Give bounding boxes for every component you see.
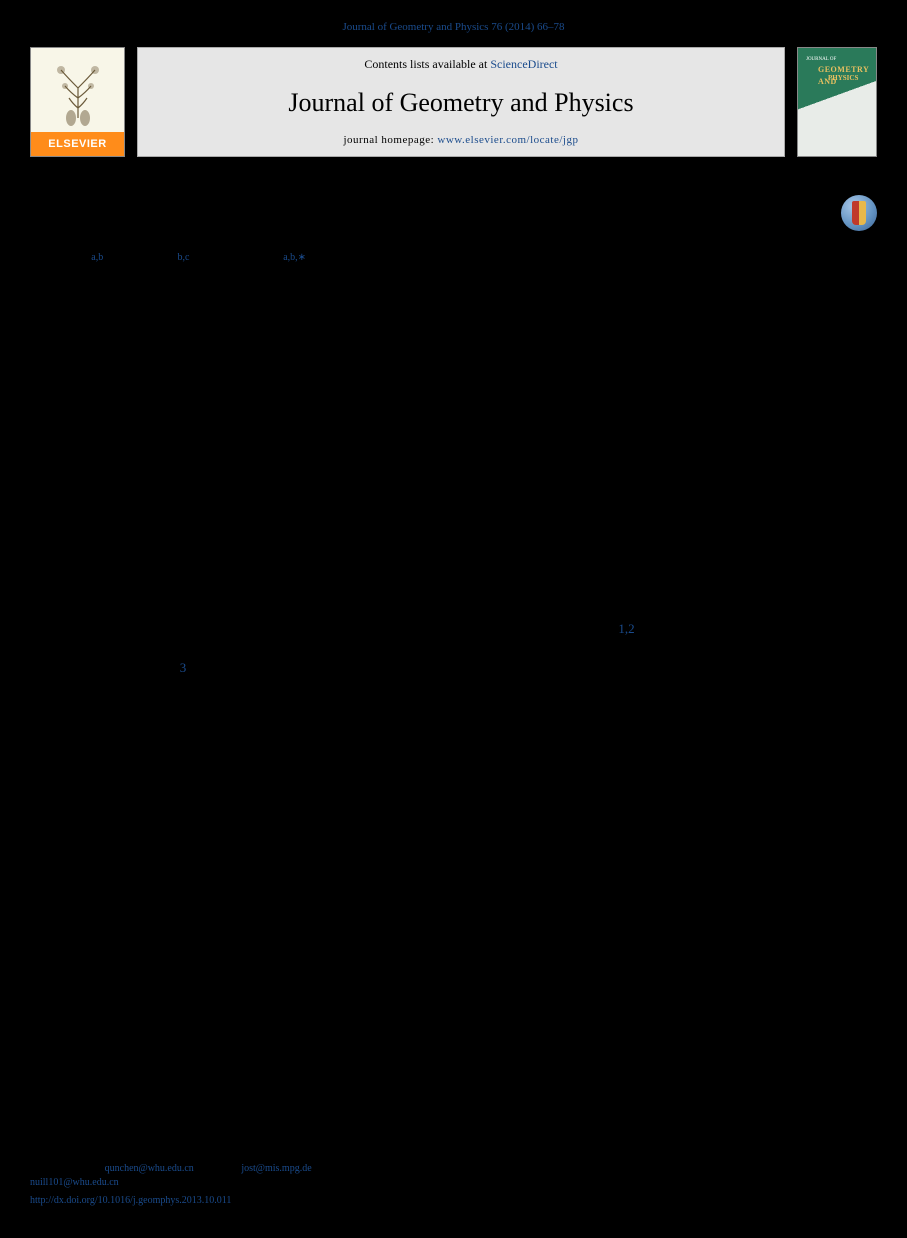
equation-1-2: d T = 0, (− i_V Vol_g)|_{∂M} = 0, div V … — [30, 871, 877, 892]
affiliation-b: b Max Planck Institute for Mathematics i… — [30, 301, 877, 320]
ref-link-1[interactable]: 1,2 — [618, 621, 634, 636]
para-3b: where T is the unique solution of the eq… — [30, 842, 877, 862]
keyword-1: VU-harmonic map — [30, 486, 210, 501]
eq1-lhs: L(u) = — [336, 802, 373, 817]
email-1-who: (Q. Chen), — [194, 1163, 242, 1174]
email-2-who: (J. Jost), — [312, 1163, 348, 1174]
journal-homepage: journal homepage: www.elsevier.com/locat… — [158, 133, 764, 148]
divider-ai1 — [30, 387, 210, 388]
emails-label: E-mail addresses: — [30, 1163, 102, 1174]
journal-header: ELSEVIER Contents lists available at Sci… — [30, 47, 877, 157]
divider-bottom — [30, 560, 877, 561]
author-list: Qun Chena,b, Jürgen Jostb,c, Hongbing Qi… — [30, 251, 877, 273]
p1a: The theory of harmonic maps between Riem… — [50, 621, 619, 636]
received: Received 13 May 2013 — [30, 407, 210, 422]
para-1: The theory of harmonic maps between Riem… — [30, 619, 877, 717]
elsevier-label: ELSEVIER — [48, 137, 106, 156]
cover-line1: JOURNAL OF — [806, 56, 836, 63]
divider-abs — [250, 387, 877, 388]
doi-link[interactable]: http://dx.doi.org/10.1016/j.geomphys.201… — [30, 1195, 231, 1206]
crossmark-icon — [852, 201, 866, 225]
eq1-num: |du|² — [396, 789, 430, 811]
abstract-heading: a b s t r a c t — [250, 368, 877, 383]
article-info: a r t i c l e i n f o Article history: R… — [30, 368, 210, 546]
history-label: Article history: — [30, 392, 210, 407]
eq1-number: (1.1) — [827, 800, 877, 821]
keyword-3: Existence — [30, 516, 210, 531]
author-3-corr[interactable]: ∗ — [298, 252, 306, 263]
article-info-heading: a r t i c l e i n f o — [30, 368, 210, 383]
author-1-aff[interactable]: a,b — [91, 252, 103, 263]
divider-ai2 — [30, 460, 210, 461]
elsevier-logo[interactable]: ELSEVIER — [30, 47, 125, 157]
author-1-name: Qun Chen — [30, 254, 91, 270]
crossmark-badge[interactable] — [841, 195, 877, 231]
author-3: Hongbing Qiua,b,∗ — [197, 254, 306, 270]
keyword-4: Landau–Lifshitz — [30, 531, 210, 546]
emails-line: E-mail addresses: qunchen@whu.edu.cn (Q.… — [30, 1162, 350, 1190]
equation-1-3: τ_V (u) := τ(u) + du(V) = Tr_g ∇du + du(… — [30, 935, 877, 956]
eq3-body: τ_V (u) := τ(u) + du(V) = Tr_g ∇du + du(… — [30, 935, 827, 956]
para-3c: iV V denotes the interior multiplication… — [30, 902, 877, 925]
sciencedirect-link[interactable]: ScienceDirect — [490, 57, 557, 71]
abstract-block: a b s t r a c t In this paper, we study … — [250, 368, 877, 546]
journal-cover-thumb[interactable]: JOURNAL OF GEOMETRY AND PHYSICS — [797, 47, 877, 157]
doi-block: http://dx.doi.org/10.1016/j.geomphys.201… — [30, 1194, 321, 1220]
journal-name: Journal of Geometry and Physics — [158, 85, 764, 121]
homepage-prefix: journal homepage: — [343, 134, 437, 146]
para-3d: where Tr is taking trace with respect to… — [30, 966, 877, 986]
author-3-aff[interactable]: a,b, — [283, 252, 297, 263]
author-2-aff[interactable]: b,c — [178, 252, 190, 263]
keyword-2: Liouville theorem — [30, 501, 210, 516]
abstract-text: In this paper, we study the so-called VU… — [250, 396, 877, 463]
email-3-who: (H. Qiu). — [119, 1177, 158, 1188]
author-2: Jürgen Jostb,c — [111, 254, 190, 270]
eq2-number: (1.2) — [827, 871, 877, 892]
para-2: In order to motivate our framework, we r… — [30, 718, 877, 738]
paper-title: Variational maps between semi-Riemannian… — [30, 187, 689, 217]
homepage-link[interactable]: www.elsevier.com/locate/jgp — [437, 134, 578, 146]
email-3[interactable]: nuill101@whu.edu.cn — [30, 1177, 119, 1188]
eq1-tail: e^{T} dVol_{g}, — [433, 802, 521, 817]
author-3-name: Hongbing Qiu — [197, 254, 283, 270]
running-head-link[interactable]: Journal of Geometry and Physics 76 (2014… — [342, 21, 564, 33]
keywords-heading: Keywords: — [30, 471, 210, 486]
affiliation-c: c Department of Mathematics, Leipzig Uni… — [30, 320, 877, 339]
affiliation-a: a School of Mathematics and Statistics, … — [30, 281, 877, 300]
sep2: , — [189, 254, 197, 270]
author-1: Qun Chena,b — [30, 254, 103, 270]
title-row: Variational maps between semi-Riemannian… — [30, 187, 877, 231]
issn-line: 0393-0440/$ – see front matter © 2013 El… — [30, 1207, 321, 1220]
contents-prefix: Contents lists available at — [364, 57, 490, 71]
eq1-den: 2 — [396, 811, 430, 832]
equation-1-1: L(u) = ∫M |du|²2 e^{T} dVol_{g}, (1.1) — [30, 789, 877, 832]
affiliations: a School of Mathematics and Statistics, … — [30, 281, 877, 339]
article-info-row: a r t i c l e i n f o Article history: R… — [30, 358, 877, 560]
page: Journal of Geometry and Physics 76 (2014… — [0, 0, 907, 1238]
elsevier-tree-icon — [39, 56, 116, 130]
eq1-sub: M — [383, 807, 393, 820]
corresponding-note: ∗ Corresponding author. — [30, 1148, 350, 1162]
abstract-copyright: © 2013 Elsevier B.V. All rights reserved… — [250, 472, 877, 488]
running-head: Journal of Geometry and Physics 76 (2014… — [30, 20, 877, 35]
para-3a: Let (M, g) be an m-dimensional compact R… — [30, 740, 877, 779]
email-2[interactable]: jost@mis.mpg.de — [241, 1163, 311, 1174]
journal-band: Contents lists available at ScienceDirec… — [137, 47, 785, 157]
eq3-number: (1.3) — [827, 935, 877, 956]
accepted: Accepted 14 October 2013 — [30, 422, 210, 437]
online: Available online 22 October 2013 — [30, 437, 210, 452]
section-1-heading: 1. Introduction — [30, 587, 877, 607]
sep: , — [103, 254, 111, 270]
author-2-name: Jürgen Jost — [111, 254, 178, 270]
email-1[interactable]: qunchen@whu.edu.cn — [105, 1163, 194, 1174]
eq2-body: d T = 0, (− i_V Vol_g)|_{∂M} = 0, div V … — [30, 871, 827, 892]
footnotes: ∗ Corresponding author. E-mail addresses… — [30, 1141, 350, 1190]
cover-line3: PHYSICS — [828, 74, 858, 84]
contents-available: Contents lists available at ScienceDirec… — [158, 56, 764, 73]
section-1-body: The theory of harmonic maps between Riem… — [30, 619, 877, 986]
